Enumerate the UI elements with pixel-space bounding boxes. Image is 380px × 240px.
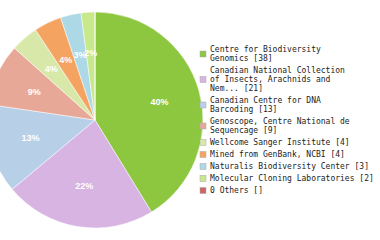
legend-item: Molecular Cloning Laboratories [2] [200,174,374,183]
legend-swatch [200,123,206,129]
legend-item: Canadian Centre for DNABarcoding [13] [200,96,321,114]
legend-label-line: Wellcome Sanger Institute [4] [210,138,350,147]
legend-label-line: Nem... [21] [210,84,263,93]
pie-slice [94,12,95,120]
legend-label-line: Centre for Biodiversity [210,45,321,54]
legend-swatch [200,102,206,108]
legend-label: Mined from GenBank, NCBI [4] [210,150,345,159]
legend-label: Genoscope, Centre National deSequencage … [210,117,350,135]
legend-swatch [200,152,206,158]
legend-label-line: Molecular Cloning Laboratories [2] [210,174,374,183]
legend-label-line: Sequencage [9] [210,126,277,135]
legend-label: Centre for BiodiversityGenomics [38] [210,45,321,63]
data-label: 4% [45,64,58,74]
legend: Centre for BiodiversityGenomics [38] Cana… [200,45,374,195]
legend-swatch [200,77,206,83]
legend-label: Canadian Centre for DNABarcoding [13] [210,96,321,114]
legend-label: Naturalis Biodiversity Center [3] [210,162,369,171]
legend-label: Wellcome Sanger Institute [4] [210,138,350,147]
legend-item: Mined from GenBank, NCBI [4] [200,150,345,159]
legend-label: Canadian National Collectionof Insects, … [210,66,345,93]
legend-label-line: Barcoding [13] [210,105,277,114]
legend-label-line: 0 Others [] [210,186,263,195]
data-label: 22% [75,181,93,191]
legend-label-line: Genoscope, Centre National de [210,117,350,126]
legend-label-line: Canadian Centre for DNA [210,96,321,105]
data-label: 40% [150,97,168,107]
data-label: 2% [84,48,97,58]
legend-swatch [200,140,206,146]
legend-label-line: Naturalis Biodiversity Center [3] [210,162,369,171]
data-label: 9% [28,87,41,97]
pie-slice [61,13,95,120]
pie-slice [81,12,95,120]
legend-label: 0 Others [] [210,186,263,195]
legend-item: Wellcome Sanger Institute [4] [200,138,350,147]
legend-item: Canadian National Collectionof Insects, … [200,66,345,93]
chart: 40%22%13%9%4%4%3%2%Centre for Biodiversi… [0,0,380,240]
legend-label-line: Genomics [38] [210,54,273,63]
legend-item: Naturalis Biodiversity Center [3] [200,162,369,171]
pie [0,12,203,228]
data-label: 13% [22,133,40,143]
legend-label-line: Canadian National Collection [210,66,345,75]
pie-slice [12,120,151,228]
legend-label-line: of Insects, Arachnids and [210,75,331,84]
legend-label: Molecular Cloning Laboratories [2] [210,174,374,183]
legend-item: Genoscope, Centre National deSequencage … [200,117,350,135]
data-labels: 40%22%13%9%4%4%3%2% [22,48,169,191]
legend-swatch [200,176,206,182]
legend-swatch [200,51,206,57]
legend-item: 0 Others [] [200,186,263,195]
legend-swatch [200,164,206,170]
data-label: 4% [59,55,72,65]
legend-label-line: Mined from GenBank, NCBI [4] [210,150,345,159]
legend-item: Centre for BiodiversityGenomics [38] [200,45,321,63]
legend-swatch [200,188,206,194]
